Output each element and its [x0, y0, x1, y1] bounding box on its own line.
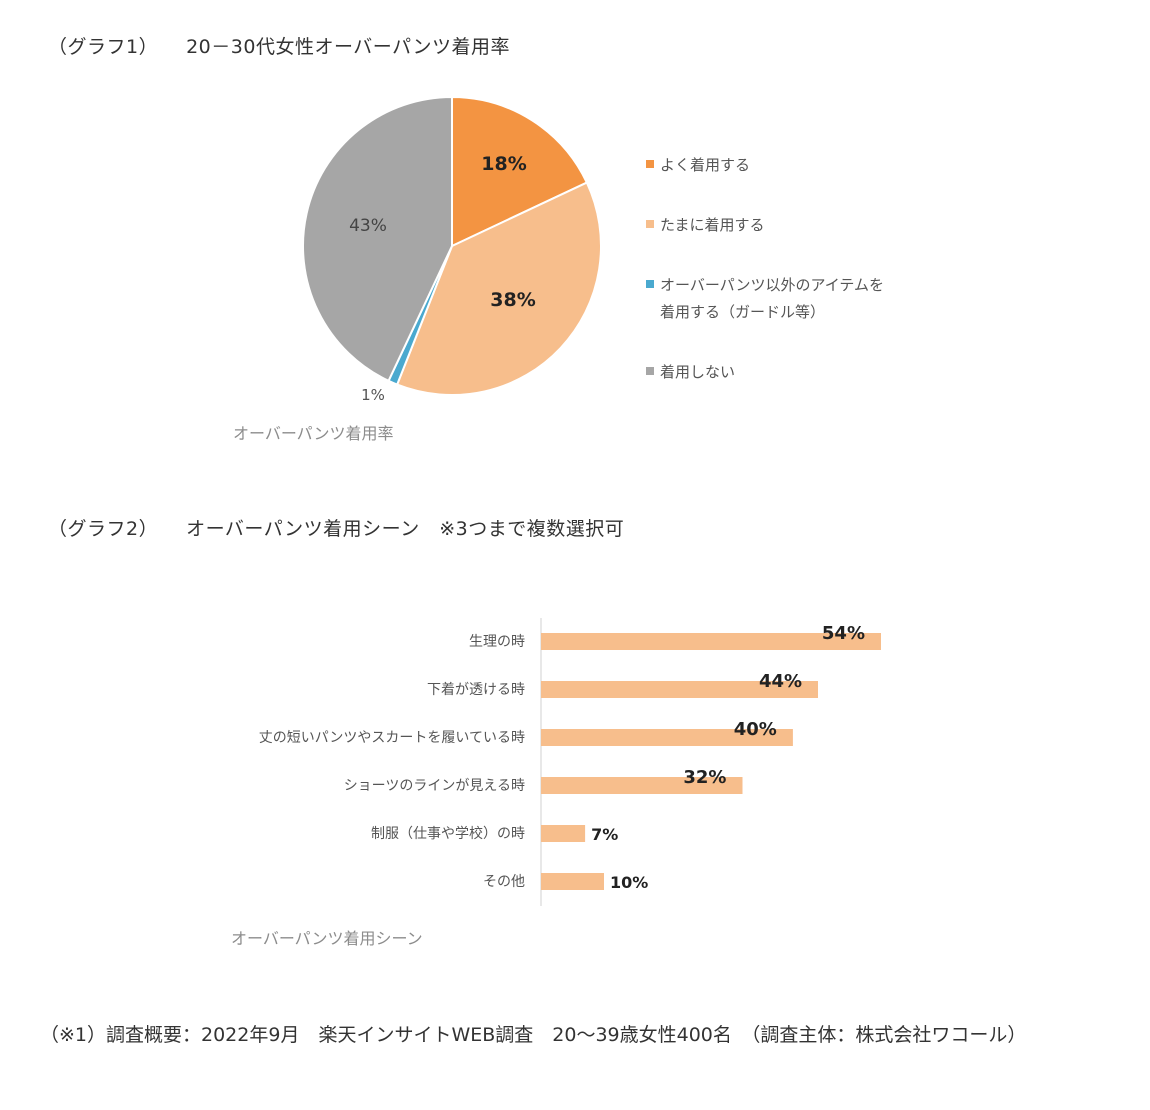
bar-value-label: 7% — [591, 825, 618, 844]
legend-swatch — [646, 280, 654, 288]
graph1-heading: （グラフ1） 20－30代女性オーバーパンツ着用率 — [48, 32, 510, 59]
category-label: その他 — [483, 874, 525, 890]
category-label: 制服（仕事や学校）の時 — [371, 825, 525, 842]
category-label: 下着が透ける時 — [427, 682, 525, 698]
pie-slice-label: 38% — [490, 289, 535, 311]
legend-label: オーバーパンツ以外のアイテムを — [660, 276, 884, 294]
legend-label: 着用しない — [660, 363, 735, 381]
pie-slice-label: 1% — [361, 386, 385, 404]
category-label: ショーツのラインが見える時 — [344, 778, 525, 794]
legend-swatch — [646, 160, 654, 168]
pie-chart: 18% 38% 1% 43% オーバーパンツ着用率 よく着用するたまに着用するオーバーパン… — [233, 95, 884, 443]
legend-label: よく着用する — [660, 156, 750, 174]
legend-label: たまに着用する — [660, 216, 765, 234]
pie-slice — [395, 181, 602, 396]
bar — [541, 825, 586, 842]
pie-chart-title: オーバーパンツ着用率 — [233, 424, 393, 443]
bar — [541, 777, 743, 794]
pie-slice — [302, 95, 453, 383]
bar-value-label: 40% — [734, 719, 777, 740]
graph1-heading-prefix: （グラフ1） — [48, 36, 159, 58]
bar — [541, 729, 793, 746]
graph2-heading: （グラフ2） オーバーパンツ着用シーン ※3つまで複数選択可 — [48, 514, 624, 541]
bar-value-label: 54% — [822, 623, 865, 644]
legend-swatch — [646, 220, 654, 228]
pie-slice-label: 18% — [481, 153, 526, 175]
survey-footnote: （※1）調査概要：2022年9月 楽天インサイトWEB調査 20～39歳女性40… — [40, 1024, 1027, 1046]
bar-value-label: 44% — [759, 671, 802, 692]
bar — [541, 681, 818, 698]
graph1-heading-title: 20－30代女性オーバーパンツ着用率 — [186, 36, 511, 58]
bar — [541, 633, 881, 650]
bar-value-label: 32% — [683, 767, 726, 788]
legend-label: 着用する（ガードル等） — [660, 303, 825, 321]
pie-slice-label: 43% — [349, 216, 387, 236]
legend-swatch — [646, 367, 654, 375]
category-label: 生理の時 — [469, 634, 525, 650]
graph2-heading-title: オーバーパンツ着用シーン ※3つまで複数選択可 — [186, 518, 625, 540]
bar — [541, 873, 604, 890]
bar-value-label: 10% — [610, 873, 648, 892]
bar-chart-title: オーバーパンツ着用シーン — [231, 929, 423, 948]
pie-slice — [451, 95, 589, 248]
graph2-heading-prefix: （グラフ2） — [48, 518, 159, 540]
category-label: 丈の短いパンツやスカートを履いている時 — [259, 730, 525, 746]
bar-chart: 生理の時 54% 下着が透ける時 44% 丈の短いパンツやスカートを履いている時 40% シ… — [231, 618, 881, 948]
